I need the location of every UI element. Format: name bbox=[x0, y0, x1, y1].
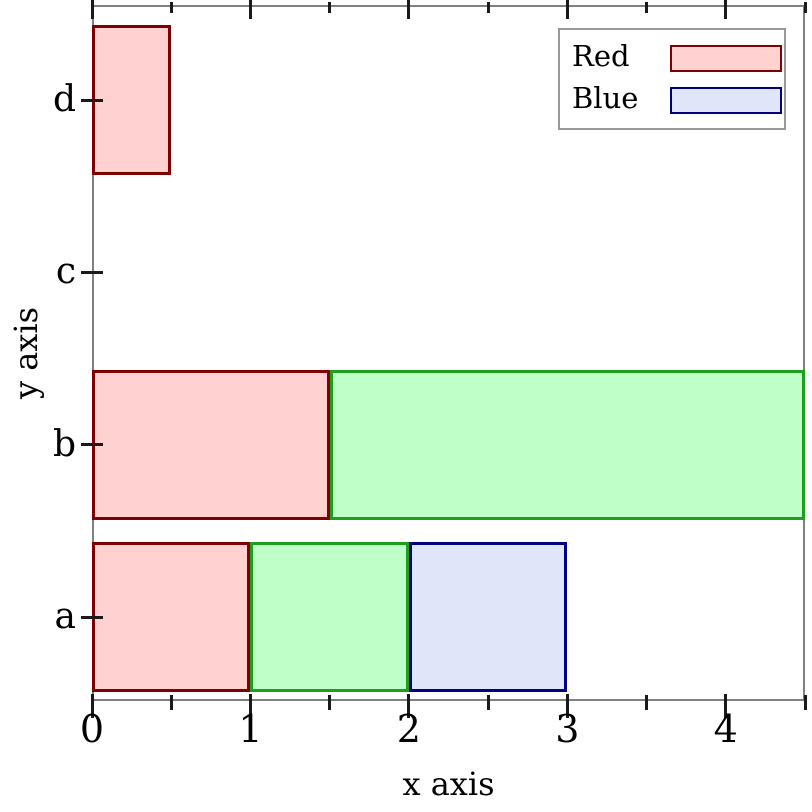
x-minor-tick-top bbox=[328, 2, 332, 13]
x-minor-tick bbox=[328, 695, 332, 710]
legend-box: Red Blue bbox=[558, 28, 786, 130]
y-category-label: a bbox=[54, 596, 76, 638]
y-axis-title: y axis bbox=[7, 306, 45, 400]
y-category-tick bbox=[81, 615, 103, 619]
x-minor-tick bbox=[169, 695, 173, 710]
x-minor-tick-top bbox=[486, 2, 490, 13]
bar-segment-green-a bbox=[250, 542, 409, 693]
x-minor-tick bbox=[486, 695, 490, 710]
x-minor-tick-top bbox=[169, 2, 173, 13]
x-tick-label: 3 bbox=[555, 707, 580, 751]
legend-label: Blue bbox=[572, 81, 639, 115]
bar-segment-red-b bbox=[92, 369, 330, 520]
y-category-tick bbox=[81, 270, 103, 274]
x-major-tick-top bbox=[90, 0, 94, 19]
y-category-tick bbox=[81, 443, 103, 447]
x-axis-title: x axis bbox=[402, 765, 495, 803]
y-category-label: c bbox=[55, 251, 76, 293]
plot-area bbox=[92, 5, 805, 701]
bar-segment-green-b bbox=[329, 369, 805, 520]
x-major-tick-top bbox=[407, 0, 411, 19]
x-major-tick-top bbox=[565, 0, 569, 19]
y-category-label: d bbox=[52, 79, 76, 120]
x-major-tick bbox=[724, 694, 728, 718]
x-tick-label: 0 bbox=[79, 707, 105, 751]
x-tick-label: 2 bbox=[396, 707, 421, 751]
bar-segment-red-a bbox=[92, 542, 251, 693]
legend-label: Red bbox=[572, 39, 630, 73]
x-minor-tick-top bbox=[803, 2, 807, 13]
x-minor-tick bbox=[803, 695, 807, 710]
x-major-tick bbox=[248, 694, 252, 718]
bars-layer bbox=[92, 5, 805, 701]
legend-swatch bbox=[670, 87, 782, 114]
bar-segment-red-d bbox=[92, 25, 172, 175]
x-major-tick-top bbox=[248, 0, 252, 19]
bar-segment-blue-a bbox=[408, 542, 568, 693]
x-tick-label: 4 bbox=[713, 707, 738, 751]
x-major-tick bbox=[407, 694, 411, 718]
x-major-tick bbox=[565, 694, 569, 718]
y-category-label: b bbox=[52, 423, 76, 465]
x-tick-label: 1 bbox=[238, 707, 263, 751]
x-minor-tick-top bbox=[645, 2, 649, 13]
x-major-tick bbox=[90, 694, 94, 718]
y-category-tick bbox=[81, 98, 103, 102]
x-minor-tick bbox=[645, 695, 649, 710]
legend-swatch bbox=[670, 45, 782, 72]
x-major-tick-top bbox=[724, 0, 728, 19]
